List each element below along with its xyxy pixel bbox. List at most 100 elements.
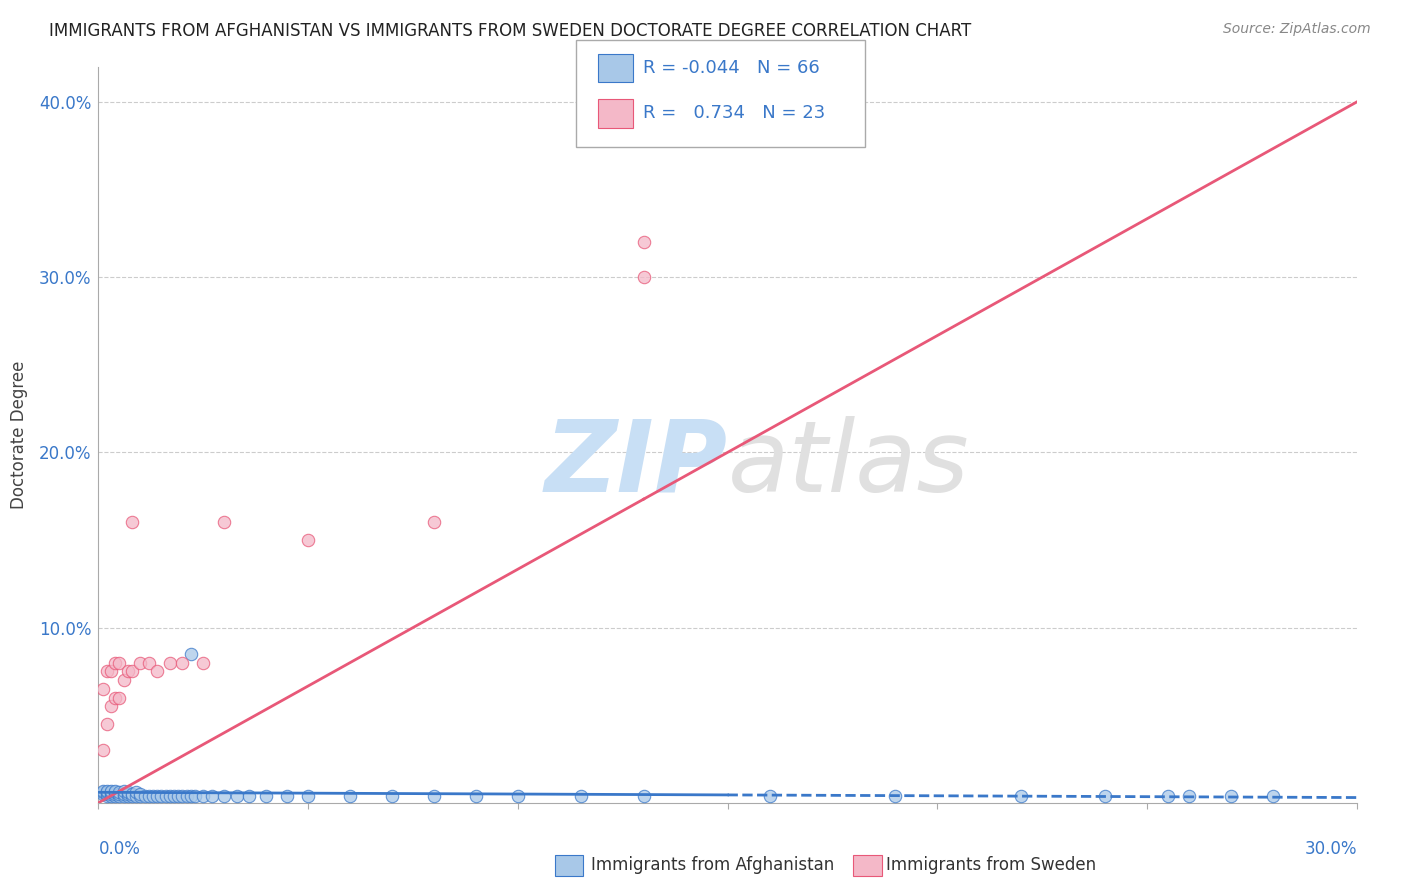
Point: [112, 673, 135, 687]
Point: [108, 789, 131, 803]
Point: [297, 789, 319, 803]
Point: [423, 789, 446, 803]
Point: [104, 789, 127, 803]
Text: ZIP: ZIP: [544, 416, 728, 513]
Point: [96, 785, 118, 799]
Point: [142, 789, 165, 803]
Point: [381, 789, 404, 803]
Point: [1094, 789, 1116, 803]
Point: [121, 787, 143, 801]
Point: [121, 665, 143, 679]
Point: [172, 656, 194, 670]
Point: [423, 516, 446, 530]
Point: [104, 785, 127, 799]
Point: [91, 787, 114, 801]
Y-axis label: Doctorate Degree: Doctorate Degree: [10, 360, 28, 509]
Point: [91, 681, 114, 696]
Point: [297, 533, 319, 547]
Point: [884, 789, 907, 803]
Point: [1261, 789, 1284, 803]
Point: [276, 789, 298, 803]
Point: [172, 789, 194, 803]
Point: [104, 656, 127, 670]
Point: [100, 789, 122, 803]
Point: [163, 789, 186, 803]
Point: [104, 787, 127, 801]
Text: R = -0.044   N = 66: R = -0.044 N = 66: [643, 59, 820, 77]
Point: [96, 783, 118, 797]
Point: [117, 787, 139, 801]
Text: Immigrants from Afghanistan: Immigrants from Afghanistan: [591, 856, 834, 874]
Point: [91, 783, 114, 797]
Text: IMMIGRANTS FROM AFGHANISTAN VS IMMIGRANTS FROM SWEDEN DOCTORATE DEGREE CORRELATI: IMMIGRANTS FROM AFGHANISTAN VS IMMIGRANT…: [49, 22, 972, 40]
Point: [1157, 789, 1180, 803]
Point: [569, 789, 592, 803]
Point: [129, 789, 152, 803]
Point: [121, 516, 143, 530]
Point: [108, 690, 131, 705]
Point: [129, 656, 152, 670]
Text: atlas: atlas: [728, 416, 969, 513]
Point: [108, 787, 131, 801]
Text: Immigrants from Sweden: Immigrants from Sweden: [886, 856, 1095, 874]
Point: [193, 789, 215, 803]
Point: [633, 270, 655, 285]
Point: [96, 787, 118, 801]
Point: [339, 789, 361, 803]
Point: [138, 656, 160, 670]
Point: [1220, 789, 1243, 803]
Point: [112, 789, 135, 803]
Point: [758, 789, 780, 803]
Text: Source: ZipAtlas.com: Source: ZipAtlas.com: [1223, 22, 1371, 37]
Point: [112, 783, 135, 797]
Point: [100, 699, 122, 714]
Point: [100, 787, 122, 801]
Point: [100, 665, 122, 679]
Point: [180, 647, 202, 661]
Point: [134, 789, 156, 803]
Point: [125, 789, 148, 803]
Point: [96, 789, 118, 803]
Point: [633, 789, 655, 803]
Point: [225, 789, 247, 803]
Point: [1178, 789, 1201, 803]
Point: [96, 665, 118, 679]
Point: [506, 789, 529, 803]
Point: [112, 787, 135, 801]
Point: [146, 789, 169, 803]
Point: [129, 787, 152, 801]
Point: [159, 656, 181, 670]
Point: [138, 789, 160, 803]
Point: [108, 785, 131, 799]
Point: [146, 665, 169, 679]
Point: [121, 789, 143, 803]
Point: [96, 717, 118, 731]
Text: 30.0%: 30.0%: [1305, 839, 1357, 857]
Point: [184, 789, 207, 803]
Point: [214, 789, 236, 803]
Point: [150, 789, 173, 803]
Point: [155, 789, 177, 803]
Point: [633, 235, 655, 249]
Point: [167, 789, 190, 803]
Point: [214, 516, 236, 530]
Point: [159, 789, 181, 803]
Point: [238, 789, 260, 803]
Point: [125, 785, 148, 799]
Point: [201, 789, 224, 803]
Point: [91, 785, 114, 799]
Point: [91, 743, 114, 757]
Point: [104, 783, 127, 797]
Point: [117, 785, 139, 799]
Point: [193, 656, 215, 670]
Point: [104, 690, 127, 705]
Point: [100, 783, 122, 797]
Point: [100, 785, 122, 799]
Point: [108, 656, 131, 670]
Point: [254, 789, 277, 803]
Point: [117, 665, 139, 679]
Text: R =   0.734   N = 23: R = 0.734 N = 23: [643, 104, 825, 122]
Point: [465, 789, 488, 803]
Text: 0.0%: 0.0%: [98, 839, 141, 857]
Point: [117, 789, 139, 803]
